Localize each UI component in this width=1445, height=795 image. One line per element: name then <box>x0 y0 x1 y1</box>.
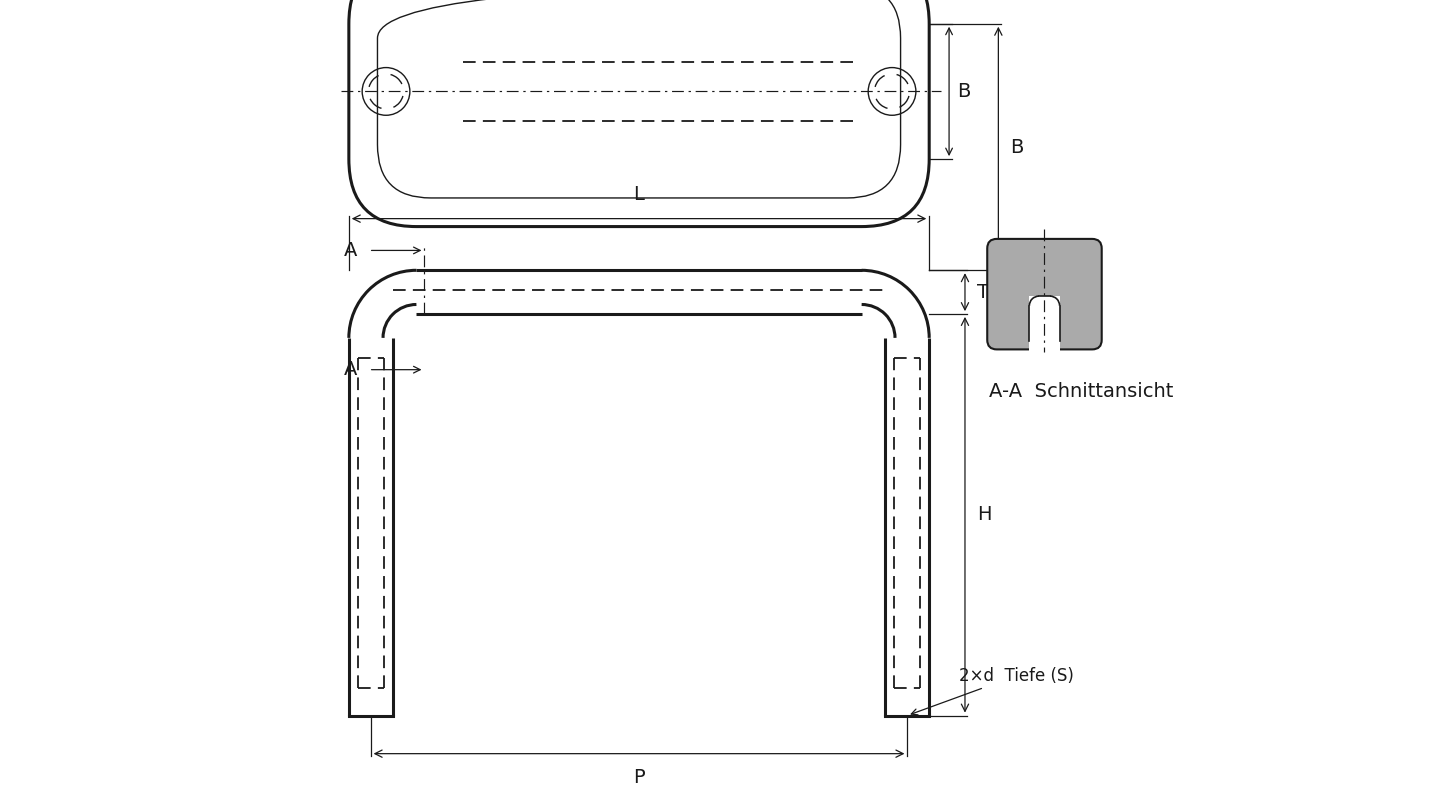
Text: 2×d  Tiefe (S): 2×d Tiefe (S) <box>912 667 1074 715</box>
FancyBboxPatch shape <box>348 0 929 227</box>
Text: P: P <box>633 768 644 787</box>
Bar <box>1029 297 1059 351</box>
Text: T: T <box>977 283 988 301</box>
Text: A: A <box>344 241 357 260</box>
Text: L: L <box>633 185 644 204</box>
Text: B: B <box>957 82 971 101</box>
Text: A-A  Schnittansicht: A-A Schnittansicht <box>988 382 1173 401</box>
Text: B: B <box>1010 138 1023 157</box>
FancyBboxPatch shape <box>987 239 1101 350</box>
Text: H: H <box>977 506 991 524</box>
Text: A: A <box>344 360 357 379</box>
